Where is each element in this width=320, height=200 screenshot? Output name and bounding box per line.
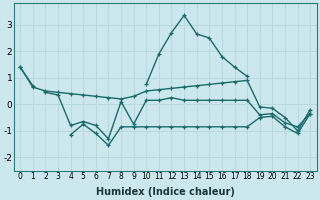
X-axis label: Humidex (Indice chaleur): Humidex (Indice chaleur)	[96, 187, 235, 197]
